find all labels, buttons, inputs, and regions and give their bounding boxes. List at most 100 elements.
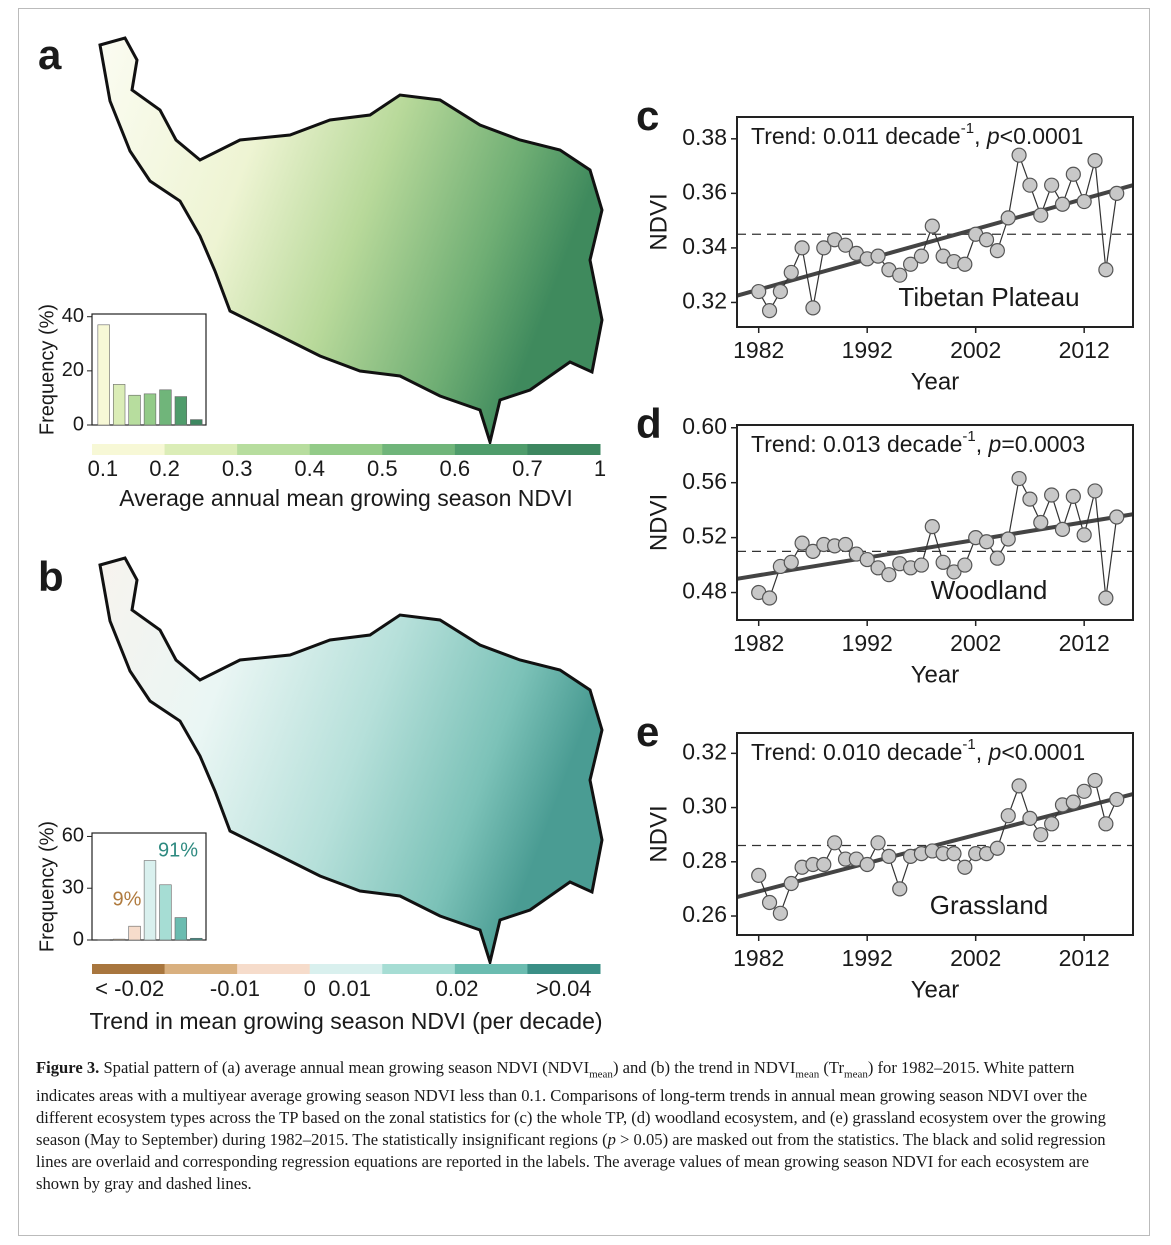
y-tick-label: 0.38: [682, 124, 727, 150]
series-label: Tibetan Plateau: [898, 282, 1079, 312]
annotation-part: <0.0001: [1000, 123, 1084, 149]
colorbar-segment: [237, 444, 311, 455]
bar: [97, 324, 110, 426]
y-axis-title: Frequency (%): [36, 304, 58, 435]
y-tick-label: 0: [73, 928, 84, 950]
colorbar-tick-label: 1: [594, 456, 606, 481]
data-point: [827, 835, 843, 851]
figure-caption: Figure 3. Spatial pattern of (a) average…: [36, 1057, 1136, 1195]
data-point: [805, 543, 821, 559]
colorbar-tick-label: 0.7: [512, 456, 543, 481]
x-axis-title: Year: [911, 661, 960, 688]
data-point: [881, 848, 897, 864]
data-point: [761, 303, 778, 319]
colorbar-tick-label: 0.3: [222, 456, 253, 481]
data-point: [1087, 153, 1103, 169]
data-point: [1076, 193, 1092, 210]
annotation-part: <0.0001: [1001, 739, 1085, 765]
y-tick-label: 0.28: [682, 847, 727, 873]
data-point: [978, 232, 995, 248]
data-point: [892, 881, 908, 897]
colorbar-segment: [309, 964, 383, 974]
y-tick-label: 40: [62, 305, 84, 327]
x-tick-label: 2012: [1059, 337, 1110, 363]
series-label: Grassland: [930, 890, 1049, 920]
colorbar-segment: [382, 444, 456, 455]
y-tick-label: 0.36: [682, 178, 727, 204]
annotation-part: Trend: 0.010 decade: [751, 739, 962, 765]
bar: [143, 393, 157, 426]
y-tick-label: 0.32: [682, 288, 727, 314]
bar-annotation: 91%: [158, 839, 198, 861]
data-point: [1000, 808, 1016, 824]
data-point: [989, 840, 1005, 856]
data-point: [805, 300, 821, 316]
data-point: [1044, 816, 1060, 832]
data-point: [870, 835, 886, 851]
colorbar-segment: [164, 444, 238, 455]
plot-frame: [736, 116, 1134, 328]
caption-segment: mean: [844, 1068, 868, 1081]
x-tick-label: 2012: [1059, 630, 1110, 656]
series-label: Woodland: [931, 575, 1048, 605]
colorbar-title: Trend in mean growing season NDVI (per d…: [89, 1008, 602, 1034]
data-point: [1022, 491, 1038, 507]
y-tick-label: 30: [62, 877, 84, 899]
data-point: [1011, 778, 1027, 794]
x-tick-label: 1992: [842, 945, 893, 971]
x-tick-label: 1992: [842, 630, 893, 656]
data-point: [794, 535, 810, 551]
colorbar-segment: [237, 964, 311, 974]
data-point: [935, 554, 951, 570]
caption-segment: mean: [795, 1068, 820, 1081]
plot-frame: [736, 732, 1134, 936]
data-point: [859, 856, 875, 873]
data-point: [837, 237, 854, 253]
caption-segment: ) for 1982–2015. White pattern indicates…: [36, 1058, 1106, 1150]
x-tick-label: 1982: [733, 337, 784, 363]
caption-segment: ) and (b) the trend in NDVI: [612, 1058, 796, 1077]
data-point: [1033, 207, 1049, 223]
plot-frame: [736, 424, 1134, 621]
y-tick-label: 60: [62, 825, 84, 847]
y-tick-label: 20: [62, 359, 84, 381]
data-point: [816, 240, 832, 256]
bar: [174, 917, 188, 941]
colorbar-tick-label: 0.6: [440, 456, 471, 481]
bar: [112, 938, 126, 941]
panel-letter: e: [636, 708, 659, 755]
y-tick-label: 0: [73, 413, 84, 435]
data-point: [1065, 488, 1081, 505]
panel-letter: a: [38, 31, 62, 78]
data-point: [881, 567, 897, 583]
colorbar-tick-label: 0.5: [367, 456, 398, 481]
caption-segment: Spatial pattern of (a) average annual me…: [99, 1058, 590, 1077]
data-point: [783, 554, 799, 570]
data-point: [772, 283, 788, 300]
bar: [190, 937, 203, 941]
data-point: [772, 905, 788, 921]
data-point: [1033, 827, 1049, 843]
y-tick-label: 0.56: [682, 468, 727, 494]
annotation-part: p: [988, 431, 1002, 457]
data-point: [1044, 177, 1060, 193]
x-axis-title: Year: [911, 368, 960, 395]
data-point: [783, 264, 799, 281]
data-point: [1000, 210, 1016, 226]
annotation-part: -1: [962, 736, 975, 753]
colorbar-segment: [164, 964, 238, 974]
colorbar-tick-label: 0.01: [328, 976, 371, 1001]
data-point: [1044, 487, 1060, 503]
caption-segment: (Tr: [819, 1058, 845, 1077]
data-point: [924, 218, 940, 234]
annotation-part: p: [986, 123, 1000, 149]
data-point: [859, 551, 875, 568]
caption-segment: p: [607, 1130, 616, 1150]
annotation-part: ,: [976, 431, 989, 457]
annotation-part: Trend: 0.013 decade: [751, 431, 962, 457]
colorbar-tick-label: 0.1: [88, 456, 119, 481]
colorbar-segment: [309, 444, 383, 455]
annotation-part: -1: [961, 120, 974, 137]
colorbar-tick-label: 0.4: [294, 456, 325, 481]
